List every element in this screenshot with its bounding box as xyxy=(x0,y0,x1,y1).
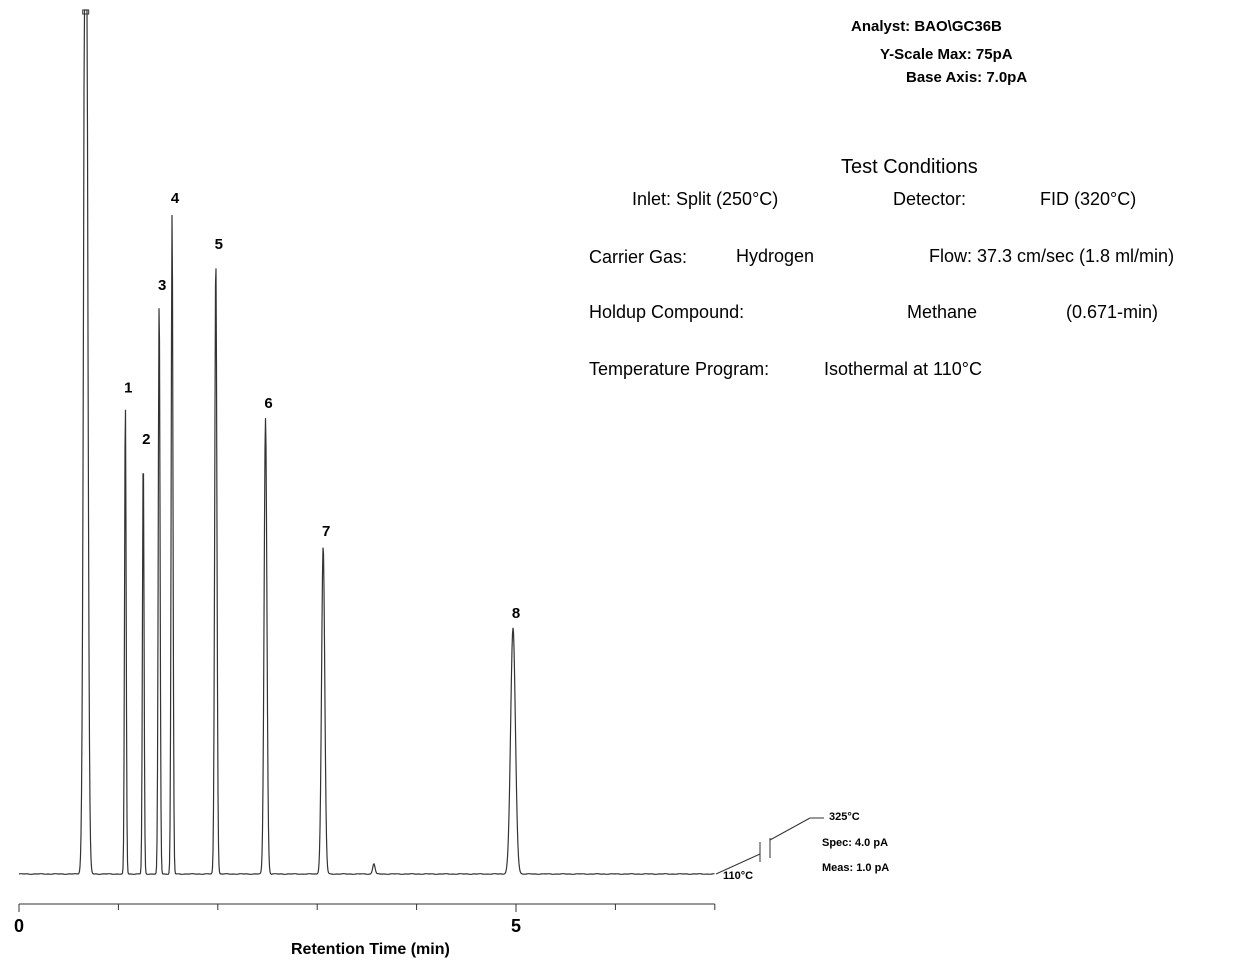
flow-label: Flow: 37.3 cm/sec (1.8 ml/min) xyxy=(929,246,1175,266)
detector-value: FID (320°C) xyxy=(1040,189,1137,209)
temp-program-label: Temperature Program: xyxy=(589,359,770,379)
holdup-value: Methane xyxy=(907,302,978,322)
peak-label: 2 xyxy=(142,431,150,448)
peak-label: 4 xyxy=(171,190,180,207)
peak-label: 6 xyxy=(264,395,272,412)
peak-label: 1 xyxy=(124,380,132,397)
y-scale-label: Y-Scale Max: 75pA xyxy=(880,46,1013,63)
peak-label: 5 xyxy=(215,236,223,253)
x-tick-label: 5 xyxy=(511,916,521,936)
temp-end-label: 325°C xyxy=(829,811,860,823)
peak-label: 3 xyxy=(158,277,166,294)
carrier-gas-value: Hydrogen xyxy=(736,246,815,266)
peak-labels: 1 2 3 4 5 6 7 8 xyxy=(124,190,520,622)
conditions-title: Test Conditions xyxy=(841,156,978,178)
analyst-label: Analyst: BAO\GC36B xyxy=(851,18,1002,35)
holdup-time: (0.671-min) xyxy=(1066,302,1159,322)
x-tick-label: 0 xyxy=(14,916,24,936)
temp-ramp-line xyxy=(715,853,761,875)
inlet-label: Inlet: Split (250°C) xyxy=(632,189,779,209)
temp-program-value: Isothermal at 110°C xyxy=(824,359,982,379)
holdup-label: Holdup Compound: xyxy=(589,302,745,322)
base-axis-label: Base Axis: 7.0pA xyxy=(906,69,1028,86)
carrier-gas-label: Carrier Gas: xyxy=(589,247,688,267)
meas-label: Meas: 1.0 pA xyxy=(822,862,890,874)
temperature-program-line xyxy=(715,817,824,875)
spec-label: Spec: 4.0 pA xyxy=(822,837,889,849)
peak-label: 8 xyxy=(512,605,520,622)
temp-ramp-line xyxy=(769,817,811,841)
x-axis-title: Retention Time (min) xyxy=(291,941,450,958)
peak-label: 7 xyxy=(322,523,330,540)
detector-label: Detector: xyxy=(893,189,967,209)
chromatogram-trace xyxy=(18,9,715,876)
temp-start-label: 110°C xyxy=(723,870,754,882)
